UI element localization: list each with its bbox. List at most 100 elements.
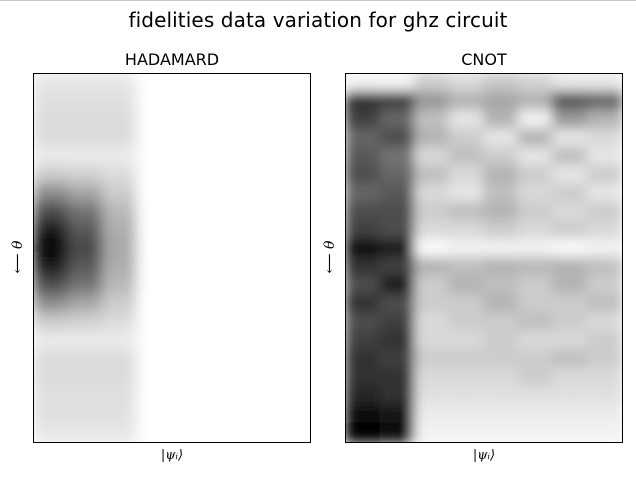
hadamard-heatmap-cell-r18-c6: [240, 404, 277, 425]
cnot-heatmap-cell-r8-c1: [379, 220, 416, 241]
cnot-heatmap-cell-r12-c3: [448, 293, 485, 315]
cnot-heatmap-cell-r11-c5: [517, 275, 554, 296]
cnot-heatmap-cell-r13-c0: [346, 312, 382, 333]
hadamard-heatmap-cell-r6-c5: [205, 183, 242, 204]
hadamard-heatmap-cell-r0-c1: [67, 74, 104, 94]
hadamard-heatmap-cell-r15-c5: [205, 349, 242, 370]
hadamard-heatmap-cell-r8-c4: [171, 220, 208, 241]
hadamard-heatmap-cell-r5-c5: [205, 165, 242, 186]
cnot-heatmap-cell-r4-c5: [517, 146, 554, 167]
cnot-heatmap-cell-r7-c7: [586, 201, 622, 223]
cnot-heatmap-cell-r12-c5: [517, 293, 554, 315]
cnot-heatmap-cell-r0-c2: [414, 74, 451, 94]
cnot-heatmap-cell-r11-c3: [448, 275, 485, 296]
hadamard-heatmap-cell-r10-c1: [67, 257, 104, 278]
cnot-heatmap-cell-r12-c7: [586, 293, 622, 315]
hadamard-heatmap-cell-r12-c2: [102, 293, 139, 315]
cnot-heatmap-cell-r16-c3: [448, 367, 485, 388]
cnot-heatmap-cell-r13-c1: [379, 312, 416, 333]
hadamard-heatmap-cell-r15-c6: [240, 349, 277, 370]
cnot-heatmap-cell-r10-c6: [552, 257, 589, 278]
hadamard-heatmap-cell-r17-c1: [67, 385, 104, 407]
cnot-heatmap-cell-r1-c2: [414, 91, 451, 112]
cnot-heatmap-cell-r2-c4: [483, 109, 520, 131]
cnot-heatmap-cell-r15-c5: [517, 349, 554, 370]
hadamard-heatmap-cell-r2-c7: [274, 109, 310, 131]
cnot-heatmap-cell-r9-c5: [517, 238, 554, 259]
hadamard-heatmap-cell-r2-c4: [171, 109, 208, 131]
cnot-heatmap-cell-r2-c2: [414, 109, 451, 131]
hadamard-heatmap-cell-r2-c0: [34, 109, 70, 131]
cnot-heatmap-cell-r10-c2: [414, 257, 451, 278]
hadamard-heatmap-cell-r4-c6: [240, 146, 277, 167]
hadamard-heatmap-cell-r9-c4: [171, 238, 208, 259]
cnot-heatmap-cell-r3-c4: [483, 128, 520, 149]
cnot-heatmap-cell-r12-c6: [552, 293, 589, 315]
cnot-heatmap-cell-r6-c0: [346, 183, 382, 204]
hadamard-heatmap-cell-r5-c6: [240, 165, 277, 186]
cnot-x-axis-label: |ψᵢ⟩: [472, 448, 496, 463]
cnot-heatmap-cell-r18-c5: [517, 404, 554, 425]
hadamard-heatmap-cell-r17-c4: [171, 385, 208, 407]
cnot-heatmap-cell-r16-c5: [517, 367, 554, 388]
hadamard-x-axis-label: |ψᵢ⟩: [160, 448, 184, 463]
hadamard-heatmap-cell-r0-c4: [171, 74, 208, 94]
hadamard-heatmap-cell-r13-c3: [136, 312, 173, 333]
hadamard-heatmap-cell-r10-c6: [240, 257, 277, 278]
hadamard-heatmap-cell-r7-c1: [67, 201, 104, 223]
cnot-heatmap-cell-r12-c0: [346, 293, 382, 315]
hadamard-heatmap-cell-r17-c5: [205, 385, 242, 407]
cnot-heatmap-cell-r10-c4: [483, 257, 520, 278]
cnot-heatmap-cell-r19-c4: [483, 422, 520, 442]
hadamard-heatmap-cell-r8-c3: [136, 220, 173, 241]
cnot-heatmap-cell-r10-c7: [586, 257, 622, 278]
cnot-heatmap-cell-r19-c5: [517, 422, 554, 442]
hadamard-heatmap-cell-r2-c1: [67, 109, 104, 131]
cnot-heatmap-cell-r9-c1: [379, 238, 416, 259]
cnot-heatmap-cell-r18-c0: [346, 404, 382, 425]
cnot-heatmap-cell-r17-c3: [448, 385, 485, 407]
cnot-heatmap-cell-r8-c0: [346, 220, 382, 241]
hadamard-heatmap-cell-r10-c7: [274, 257, 310, 278]
hadamard-heatmap-cell-r19-c5: [205, 422, 242, 442]
hadamard-heatmap-cell-r12-c3: [136, 293, 173, 315]
cnot-heatmap-cell-r5-c7: [586, 165, 622, 186]
hadamard-heatmap-cell-r8-c1: [67, 220, 104, 241]
cnot-heatmap-cell-r7-c1: [379, 201, 416, 223]
cnot-heatmap-cell-r13-c3: [448, 312, 485, 333]
hadamard-heatmap-cell-r17-c3: [136, 385, 173, 407]
hadamard-heatmap: [33, 73, 311, 443]
hadamard-heatmap-cell-r14-c5: [205, 330, 242, 351]
hadamard-heatmap-cell-r13-c4: [171, 312, 208, 333]
hadamard-heatmap-cell-r7-c0: [34, 201, 70, 223]
hadamard-heatmap-cell-r11-c6: [240, 275, 277, 296]
hadamard-heatmap-cell-r19-c3: [136, 422, 173, 442]
cnot-heatmap-cell-r0-c5: [517, 74, 554, 94]
hadamard-heatmap-cell-r14-c4: [171, 330, 208, 351]
cnot-heatmap-cell-r9-c4: [483, 238, 520, 259]
cnot-heatmap-cell-r16-c6: [552, 367, 589, 388]
hadamard-y-axis-label: ⟵ θ: [10, 240, 26, 274]
hadamard-heatmap-cell-r14-c1: [67, 330, 104, 351]
hadamard-heatmap-cell-r6-c3: [136, 183, 173, 204]
cnot-heatmap-cell-r16-c1: [379, 367, 416, 388]
cnot-heatmap-cell-r8-c3: [448, 220, 485, 241]
hadamard-heatmap-cell-r16-c4: [171, 367, 208, 388]
hadamard-heatmap-cell-r1-c7: [274, 91, 310, 112]
hadamard-heatmap-cell-r15-c2: [102, 349, 139, 370]
cnot-heatmap-cell-r18-c6: [552, 404, 589, 425]
hadamard-heatmap-cell-r18-c0: [34, 404, 70, 425]
hadamard-heatmap-cell-r17-c0: [34, 385, 70, 407]
hadamard-heatmap-cell-r8-c6: [240, 220, 277, 241]
hadamard-heatmap-cell-r10-c0: [34, 257, 70, 278]
hadamard-heatmap-cell-r15-c0: [34, 349, 70, 370]
hadamard-heatmap-cell-r4-c4: [171, 146, 208, 167]
hadamard-heatmap-cell-r6-c7: [274, 183, 310, 204]
hadamard-heatmap-cell-r12-c4: [171, 293, 208, 315]
cnot-heatmap-cell-r2-c0: [346, 109, 382, 131]
hadamard-heatmap-cell-r11-c2: [102, 275, 139, 296]
hadamard-heatmap-cell-r8-c2: [102, 220, 139, 241]
cnot-heatmap-cell-r1-c7: [586, 91, 622, 112]
cnot-heatmap-cell-r8-c4: [483, 220, 520, 241]
hadamard-heatmap-cell-r3-c3: [136, 128, 173, 149]
